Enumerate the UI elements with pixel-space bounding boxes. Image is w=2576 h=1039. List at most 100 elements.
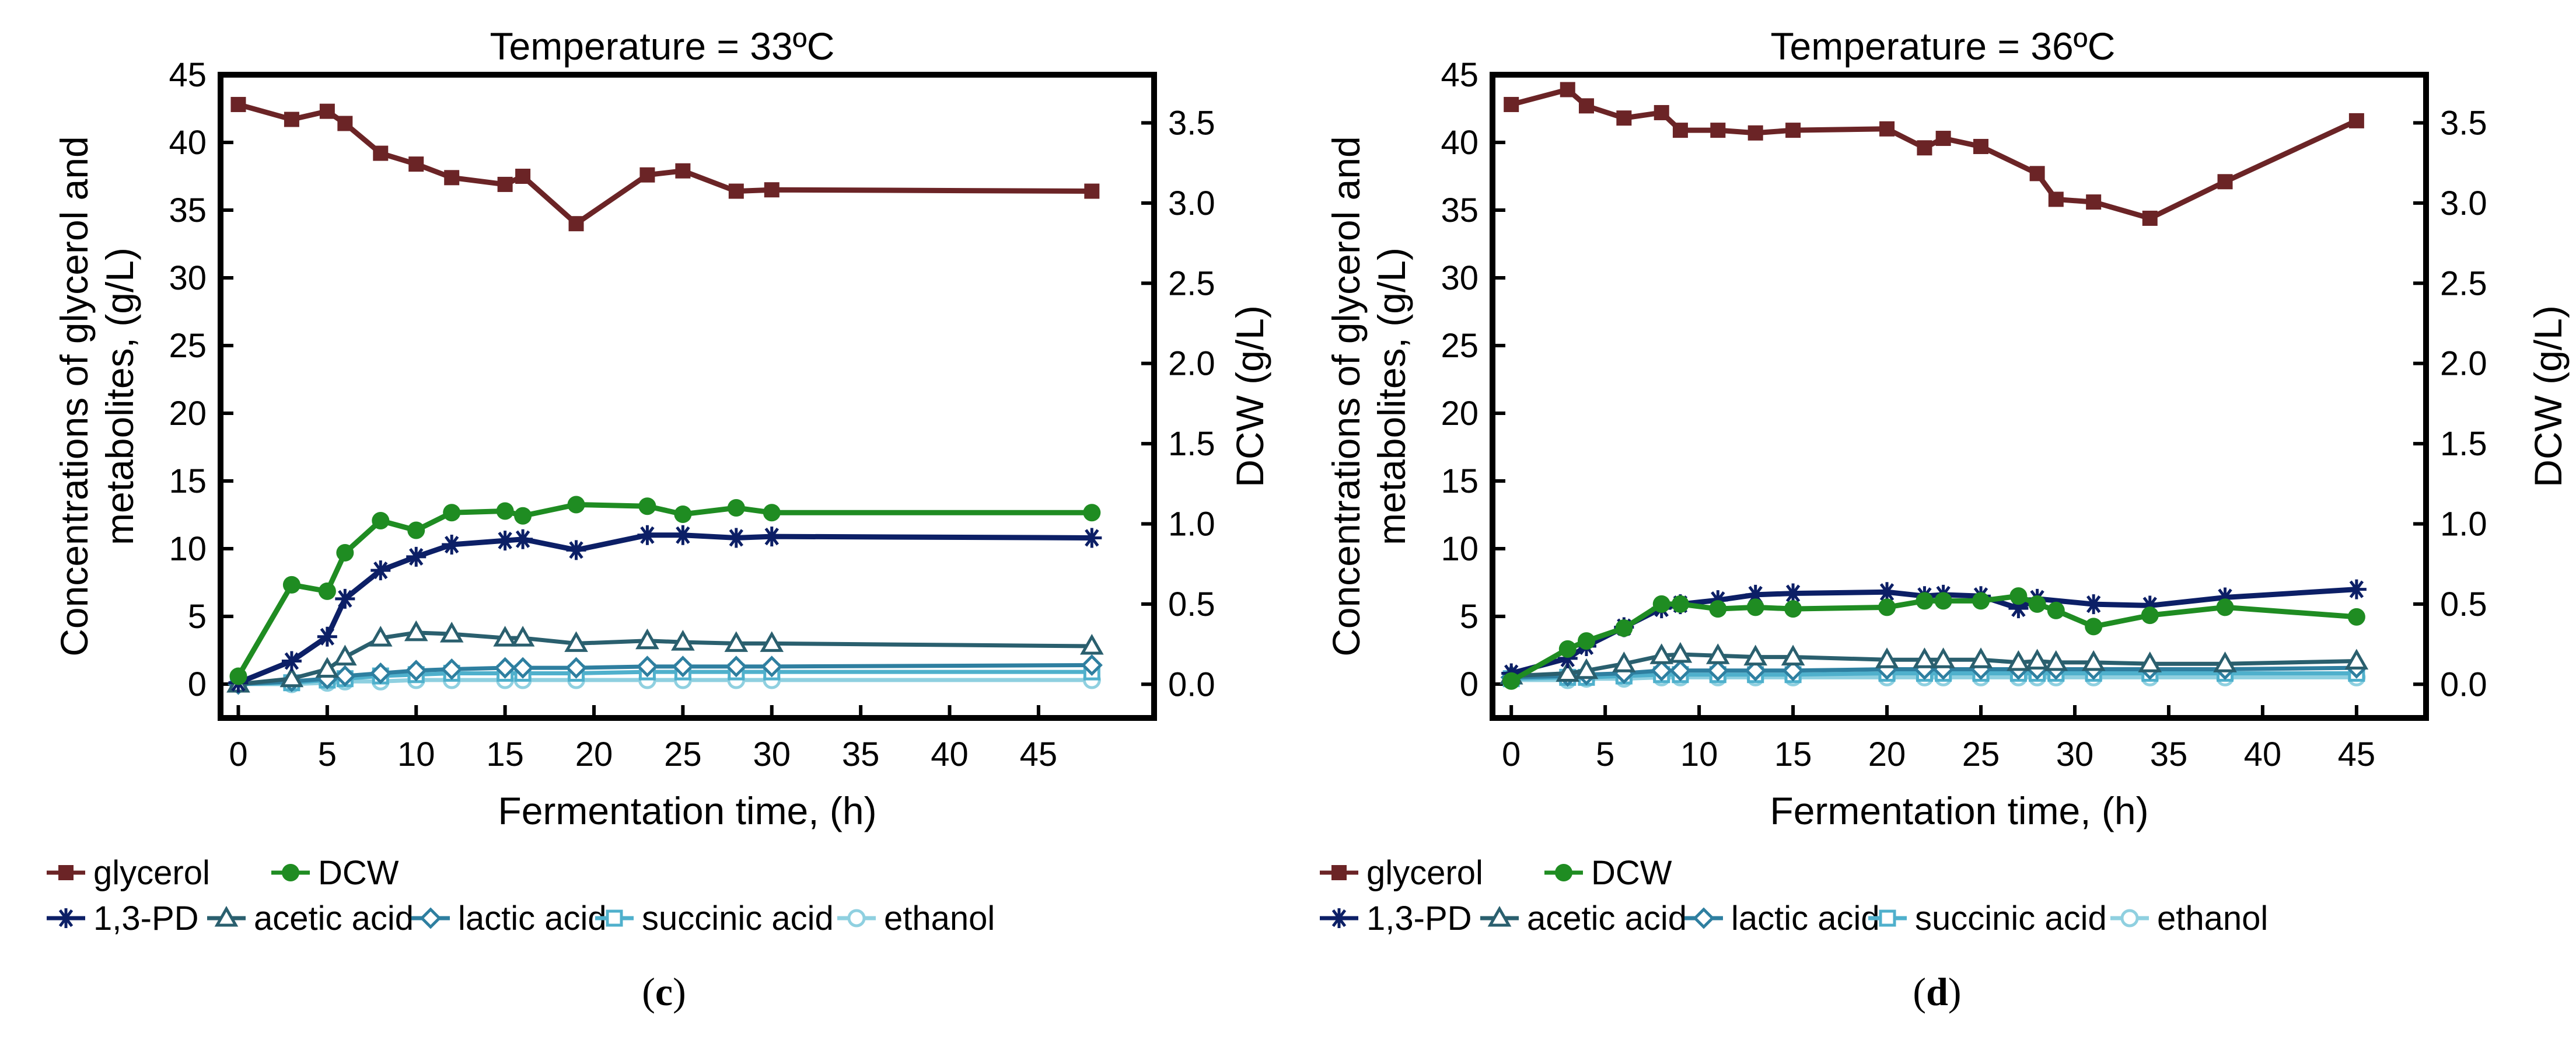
- series-line: [236, 501, 1092, 678]
- data-point: [1615, 619, 1633, 637]
- data-point: [2028, 595, 2046, 613]
- legend-label: glycerol: [93, 854, 210, 892]
- x-tick-label: 20: [575, 735, 613, 773]
- legend: glycerol DCW 1,3-PD acetic acid lactic acid s…: [47, 854, 995, 937]
- data-point: [2216, 598, 2234, 616]
- y-tick-label: 25: [1441, 327, 1479, 365]
- y-tick-label: 15: [169, 462, 207, 500]
- data-point: [2213, 651, 2237, 672]
- data-point: [1969, 647, 1993, 668]
- legend-item: glycerol: [47, 854, 210, 892]
- x-tick-label: 10: [397, 735, 435, 773]
- x-tick-label: 35: [2150, 735, 2188, 773]
- data-point: [638, 497, 656, 515]
- data-point: [763, 504, 781, 522]
- data-point: [333, 644, 357, 666]
- data-point: [369, 662, 392, 684]
- data-point: [230, 97, 246, 113]
- data-point: [407, 521, 425, 539]
- data-point: [337, 116, 353, 131]
- data-point: [760, 631, 784, 652]
- legend-label: acetic acid: [254, 899, 414, 937]
- legend-label: ethanol: [2157, 899, 2268, 937]
- data-point: [405, 660, 427, 682]
- data-point: [439, 622, 464, 643]
- data-point: [284, 111, 299, 127]
- panel-label: (d): [1913, 970, 1961, 1014]
- data-point: [1782, 660, 1804, 682]
- data-point: [637, 525, 658, 545]
- data-point: [1669, 660, 1691, 682]
- data-point: [1668, 641, 1693, 663]
- x-tick-label: 5: [1596, 735, 1614, 773]
- legend-marker: [1487, 905, 1512, 927]
- panel-paren-close: ): [1948, 970, 1962, 1014]
- legend-label: acetic acid: [1527, 899, 1687, 937]
- data-point: [726, 528, 746, 548]
- data-point: [2142, 210, 2158, 226]
- data-point: [2347, 608, 2365, 626]
- legend: glycerol DCW 1,3-PD acetic acid lactic acid s…: [1320, 854, 2268, 937]
- y2-tick-label: 0.5: [1168, 585, 1215, 623]
- legend-marker: [420, 907, 442, 929]
- data-point: [1557, 648, 1578, 668]
- data-point: [1877, 582, 1897, 602]
- data-point: [1083, 504, 1101, 522]
- legend-label: 1,3-PD: [93, 899, 199, 937]
- legend-label: ethanol: [884, 899, 995, 937]
- panel-paren-close: ): [673, 970, 686, 1014]
- y2-tick-label: 3.5: [1168, 104, 1215, 142]
- y2-tick-label: 1.0: [2440, 505, 2487, 543]
- data-point: [2047, 601, 2065, 619]
- data-point: [565, 657, 588, 679]
- data-point: [728, 183, 744, 199]
- legend-item: lactic acid: [1684, 899, 1880, 937]
- data-point: [317, 626, 337, 647]
- series-acetic-acid: [226, 620, 1104, 693]
- y-axis-label-line1: Concentrations of glycerol and: [1324, 136, 1368, 657]
- x-tick-label: 20: [1868, 735, 1906, 773]
- y-tick-label: 40: [169, 124, 207, 162]
- series-line: [237, 532, 1092, 685]
- y-tick-label: 35: [169, 191, 207, 229]
- legend-marker: [58, 865, 74, 880]
- y2-tick-label: 3.0: [2440, 184, 2487, 222]
- legend-label: DCW: [318, 854, 399, 892]
- data-point: [371, 560, 391, 581]
- y-tick-label: 45: [1441, 56, 1479, 94]
- legend-marker: [606, 909, 623, 927]
- legend-marker: [1555, 864, 1572, 881]
- data-point: [1785, 123, 1801, 138]
- y-tick-label: 5: [188, 598, 207, 636]
- chart-panel-c: Temperature = 33ºC 0 5 10 15 20 25 30 35 40 45 0 5 10…: [47, 25, 1271, 1014]
- x-axis-label: Fermentation time, (h): [1770, 789, 2148, 832]
- legend-item: acetic acid: [1480, 899, 1687, 937]
- data-point: [635, 628, 659, 650]
- panel-letter: c: [655, 970, 673, 1014]
- data-point: [2086, 194, 2102, 210]
- legend-label: succinic acid: [642, 899, 834, 937]
- data-point: [761, 527, 782, 547]
- data-point: [639, 167, 655, 183]
- legend-item: DCW: [271, 854, 399, 892]
- series-line: [237, 102, 1092, 226]
- x-tick-label: 5: [318, 735, 337, 773]
- data-point: [335, 588, 355, 609]
- data-point: [1672, 123, 1688, 138]
- data-point: [1916, 592, 1934, 610]
- legend-marker: [1879, 909, 1896, 927]
- data-point: [2029, 166, 2045, 182]
- data-point: [404, 620, 428, 641]
- y-tick-label: 10: [1441, 530, 1479, 568]
- data-point: [1917, 140, 1932, 156]
- data-point: [1502, 672, 1521, 690]
- data-point: [1879, 121, 1895, 137]
- chart-title: Temperature = 36ºC: [1771, 25, 2116, 68]
- y-tick-label: 30: [1441, 259, 1479, 297]
- legend-marker: [1693, 907, 1715, 929]
- y2-tick-label: 1.5: [2440, 425, 2487, 463]
- data-point: [2217, 174, 2233, 190]
- x-tick-label: 0: [1502, 735, 1521, 773]
- data-point: [2140, 595, 2160, 616]
